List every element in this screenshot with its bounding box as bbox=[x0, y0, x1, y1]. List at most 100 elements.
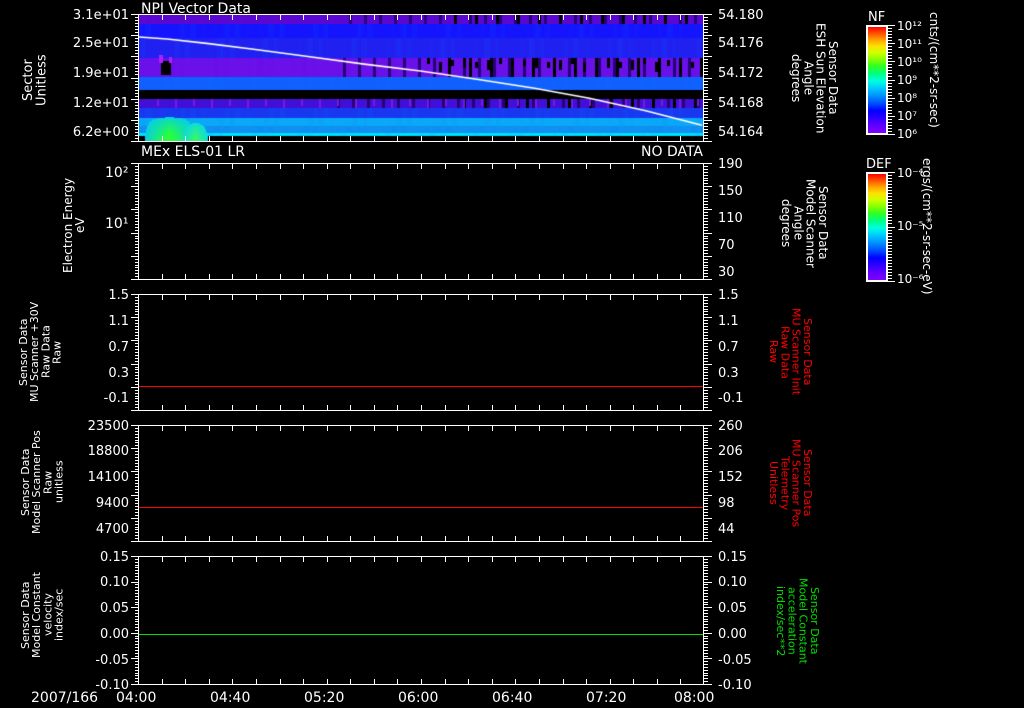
def-colorbar-title: DEF bbox=[866, 157, 892, 172]
def-colorbar bbox=[866, 172, 888, 282]
def-colorbar-unit-label: ergs/(cm**2-sr-sec-eV) bbox=[920, 158, 935, 295]
panel4-left-tickmarks bbox=[131, 425, 139, 542]
panel5-right-tick-3: 0.00 bbox=[718, 627, 747, 642]
panel1-footer-left: MEx ELS-01 LR bbox=[141, 144, 246, 160]
panel1-left-tick-1: 2.5e+01 bbox=[72, 36, 129, 51]
panel3-right-tickmarks bbox=[704, 294, 712, 411]
nf-tick-4: 10⁸ bbox=[897, 91, 918, 105]
panel1-left-tickmarks bbox=[131, 14, 139, 142]
panel2-left-axis-label: Electron Energy eV bbox=[61, 177, 88, 273]
panel3-left-tick-0: 1.5 bbox=[108, 288, 129, 303]
panel4-left-tick-4: 4700 bbox=[95, 522, 129, 537]
panel4-right-tick-2: 152 bbox=[718, 470, 743, 485]
panel1-right-tick-4: 54.164 bbox=[718, 125, 764, 140]
panel1-right-tick-1: 54.176 bbox=[718, 36, 764, 51]
def-tick-2: 10⁻⁶ bbox=[897, 272, 924, 286]
panel4-trace bbox=[139, 507, 703, 508]
panel1-title: NPI Vector Data bbox=[141, 1, 251, 17]
panel3-left-tick-3: 0.3 bbox=[108, 366, 129, 381]
nf-colorbar-tickmarks bbox=[888, 25, 895, 135]
panel4-right-tick-3: 98 bbox=[718, 496, 735, 511]
panel4-right-tick-1: 206 bbox=[718, 444, 743, 459]
time-axis-tick-4: 06:40 bbox=[492, 690, 533, 706]
panel1-right-tick-3: 54.168 bbox=[718, 96, 764, 111]
nf-tick-2: 10¹⁰ bbox=[897, 55, 922, 69]
panel2-right-tickmarks bbox=[704, 163, 712, 280]
panel3-left-tick-4: -0.1 bbox=[103, 391, 129, 406]
nf-colorbar-title: NF bbox=[868, 10, 886, 25]
panel2-plot-area bbox=[138, 163, 704, 280]
panel3-right-tick-0: 1.5 bbox=[718, 288, 739, 303]
panel3-right-axis-label: Sensor Data MU Scanner Init Raw Data Raw bbox=[767, 308, 814, 396]
panel1-right-tick-2: 54.172 bbox=[718, 66, 764, 81]
panel5-left-tickmarks bbox=[131, 556, 139, 685]
panel1-right-tickmarks bbox=[704, 14, 712, 142]
time-axis-tick-6: 08:00 bbox=[674, 690, 715, 706]
panel2-right-tick-3: 70 bbox=[718, 238, 735, 253]
npi-spectrogram bbox=[139, 15, 703, 141]
def-colorbar-tickmarks bbox=[888, 172, 895, 282]
panel5-right-tick-2: 0.05 bbox=[718, 601, 747, 616]
panel1-left-tick-0: 3.1e+01 bbox=[72, 8, 129, 23]
panel5-left-axis-label: Sensor Data Model Constant velocity inde… bbox=[19, 572, 66, 658]
panel3-left-tick-2: 0.7 bbox=[108, 340, 129, 355]
panel5-left-tick-0: 0.15 bbox=[100, 550, 129, 565]
panel4-plot-area bbox=[138, 425, 704, 542]
panel1-footer-right: NO DATA bbox=[641, 144, 704, 160]
panel5-right-axis-label: Sensor Data Model Constant acceleration … bbox=[774, 578, 821, 664]
panel5-left-tick-2: 0.05 bbox=[100, 601, 129, 616]
nf-tick-5: 10⁷ bbox=[897, 109, 918, 123]
nf-tick-3: 10⁹ bbox=[897, 73, 918, 87]
panel3-right-tick-4: -0.1 bbox=[718, 391, 744, 406]
panel5-right-tick-5: -0.10 bbox=[718, 678, 752, 693]
panel2-left-tick-0: 10² bbox=[105, 165, 129, 181]
time-axis-tick-3: 06:00 bbox=[398, 690, 439, 706]
panel3-left-axis-label: Sensor Data MU Scanner +30V Raw Data Raw bbox=[17, 301, 64, 403]
panel4-right-tick-0: 260 bbox=[718, 419, 743, 434]
panel3-trace bbox=[139, 386, 703, 387]
panel2-left-tickmarks bbox=[131, 163, 139, 280]
panel5-right-tick-0: 0.15 bbox=[718, 550, 747, 565]
time-axis-tick-2: 05:20 bbox=[304, 690, 345, 706]
panel2-left-tick-1: 10¹ bbox=[105, 216, 129, 232]
panel2-right-tick-4: 30 bbox=[718, 265, 735, 280]
panel4-left-tick-0: 23500 bbox=[87, 419, 129, 434]
panel1-left-tick-3: 1.2e+01 bbox=[72, 96, 129, 111]
panel1-left-tick-2: 1.9e+01 bbox=[72, 66, 129, 81]
panel4-right-tick-4: 44 bbox=[718, 522, 735, 537]
nf-tick-6: 10⁶ bbox=[897, 127, 918, 141]
time-axis-tick-5: 07:20 bbox=[586, 690, 627, 706]
panel3-right-tick-3: 0.3 bbox=[718, 366, 739, 381]
panel4-right-tickmarks bbox=[704, 425, 712, 542]
nf-tick-0: 10¹² bbox=[897, 19, 922, 33]
nf-colorbar bbox=[866, 25, 888, 135]
panel5-left-tick-3: 0.00 bbox=[100, 627, 129, 642]
panel3-right-tick-2: 0.7 bbox=[718, 340, 739, 355]
panel5-plot-area bbox=[138, 556, 704, 685]
panel5-trace bbox=[139, 634, 703, 635]
panel4-left-axis-label: Sensor Data Model Scanner Pos Raw unitle… bbox=[19, 430, 66, 534]
time-axis-tick-0: 04:00 bbox=[116, 690, 157, 706]
panel1-left-axis-label: Sector Unitless bbox=[21, 54, 50, 106]
panel5-right-tick-4: -0.05 bbox=[718, 653, 752, 668]
time-axis-date: 2007/166 bbox=[31, 690, 99, 706]
panel1-left-tick-4: 6.2e+00 bbox=[72, 125, 129, 140]
panel1-right-tick-0: 54.180 bbox=[718, 8, 764, 23]
nf-colorbar-unit-label: cnts/(cm**2-sr-sec) bbox=[927, 12, 942, 128]
panel3-right-tick-1: 1.1 bbox=[718, 314, 739, 329]
time-axis-tick-1: 04:40 bbox=[210, 690, 251, 706]
def-tick-1: 10⁻⁵ bbox=[897, 219, 924, 233]
panel5-left-tick-1: 0.10 bbox=[100, 575, 129, 590]
panel2-right-tick-1: 150 bbox=[718, 184, 743, 199]
panel5-right-tick-1: 0.10 bbox=[718, 575, 747, 590]
panel4-left-tick-3: 9400 bbox=[95, 496, 129, 511]
panel2-right-axis-label: Sensor Data Model Scanner Angle degrees bbox=[779, 178, 830, 268]
panel3-plot-area bbox=[138, 294, 704, 411]
panel3-left-tick-1: 1.1 bbox=[108, 314, 129, 329]
panel2-right-tick-2: 110 bbox=[718, 211, 743, 226]
panel1-right-axis-label: Sensor Data ESH Sun Elevation Angle degr… bbox=[789, 22, 840, 134]
panel4-left-tick-2: 14100 bbox=[87, 470, 129, 485]
panel5-left-tick-4: -0.05 bbox=[95, 653, 129, 668]
panel4-left-tick-1: 18800 bbox=[87, 444, 129, 459]
